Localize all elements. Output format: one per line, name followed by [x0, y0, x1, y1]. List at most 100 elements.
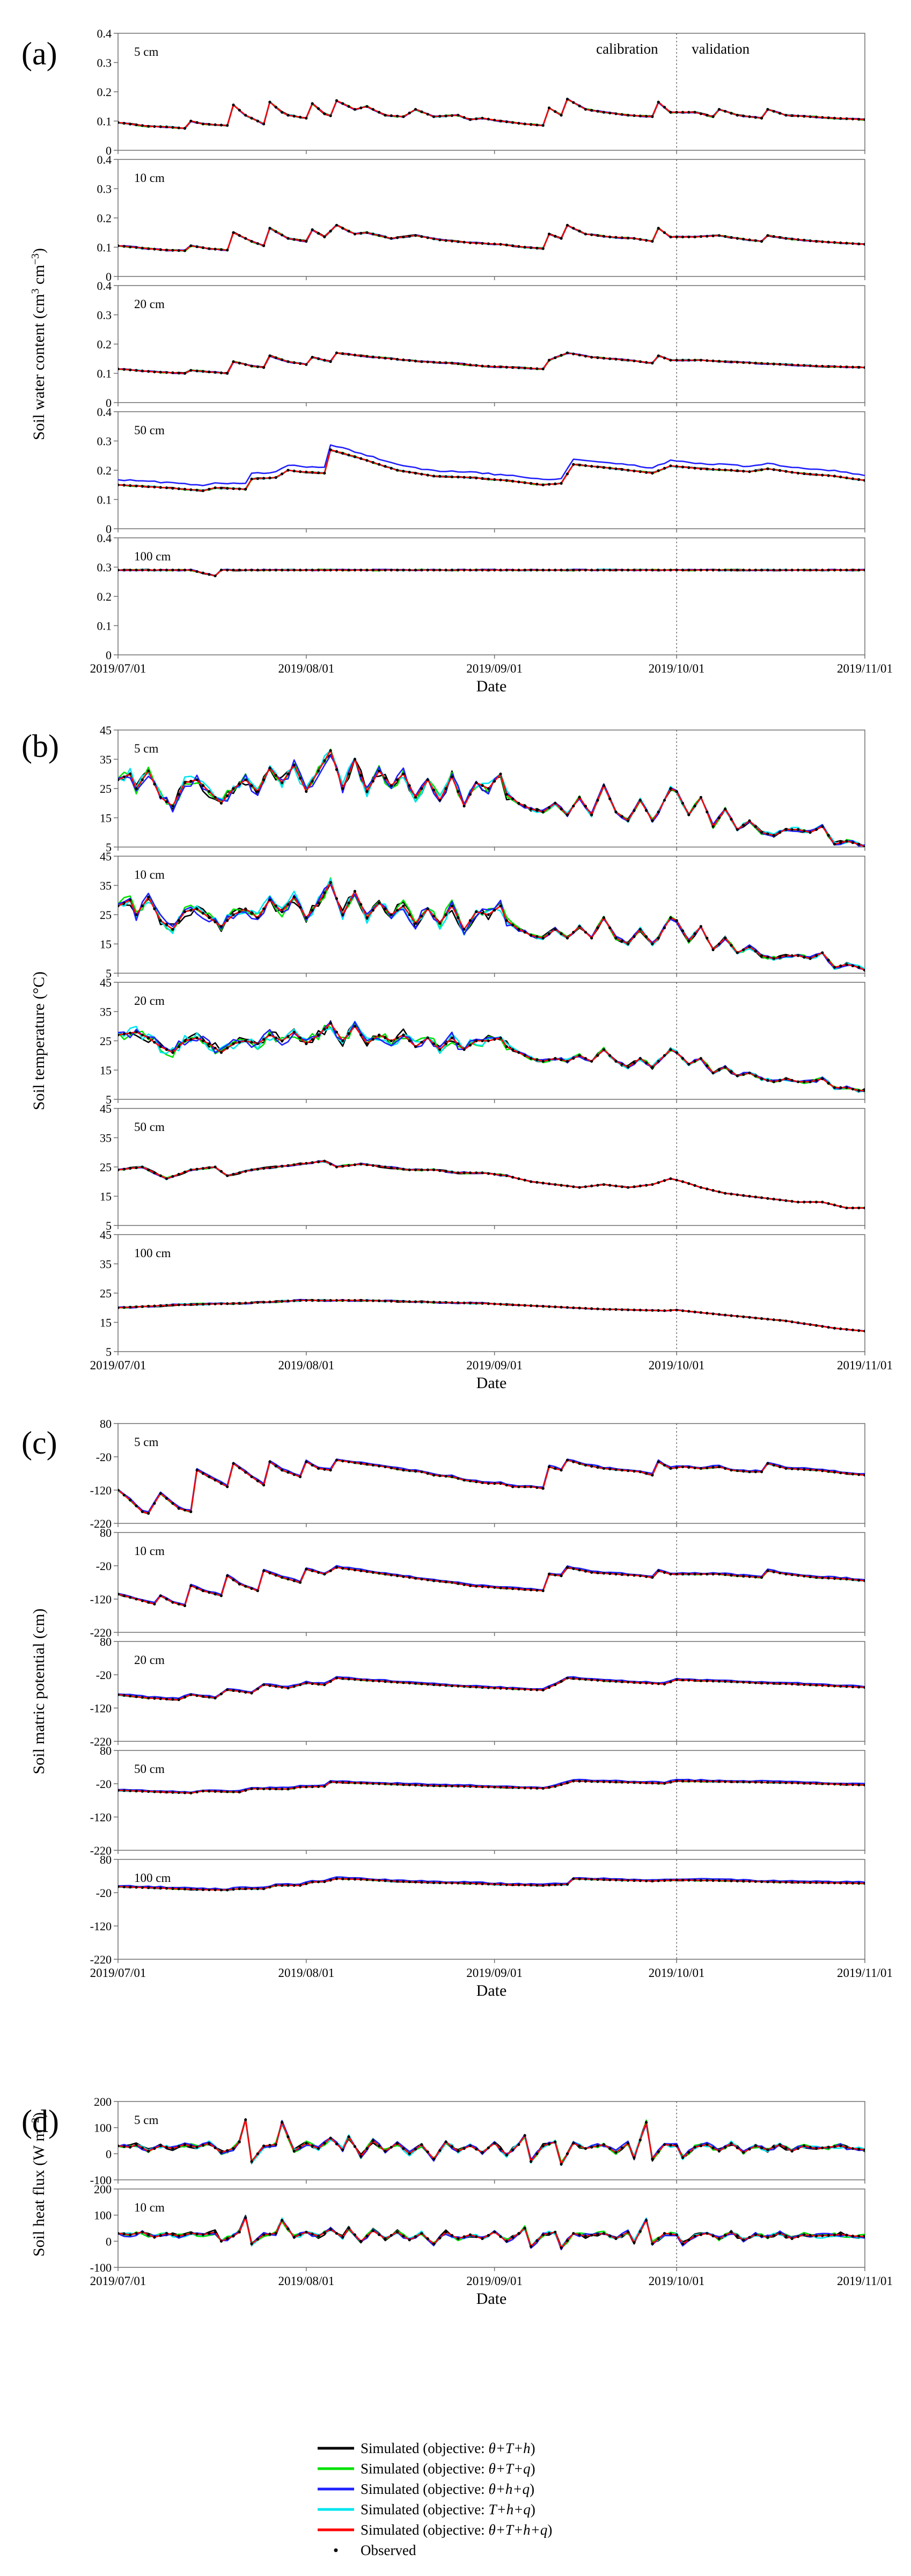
observed-point [517, 2143, 520, 2146]
observed-point [493, 1586, 496, 1589]
observed-point [268, 1571, 271, 1574]
observed-point [796, 568, 800, 572]
observed-point [432, 2242, 436, 2245]
observed-point [851, 2147, 854, 2150]
observed-point [462, 1881, 466, 1885]
observed-point [693, 2146, 696, 2149]
observed-point [717, 234, 721, 237]
observed-point [183, 249, 187, 252]
observed-point [378, 769, 381, 772]
observed-point [706, 2143, 709, 2146]
observed-point [450, 1684, 454, 1688]
observed-point [317, 1785, 320, 1788]
observed-point [371, 779, 374, 783]
observed-point [292, 2236, 296, 2239]
observed-point [487, 364, 490, 368]
observed-point [821, 1576, 824, 1579]
observed-point [201, 571, 204, 574]
observed-point [298, 777, 302, 780]
observed-point [408, 784, 411, 787]
observed-point [814, 1782, 818, 1785]
observed-point [839, 475, 842, 479]
legend-item: Simulated (objective: θ+T+q) [318, 2461, 535, 2477]
observed-point [268, 568, 271, 572]
depth-label: 100 cm [134, 550, 171, 563]
observed-point [189, 1038, 193, 1041]
observed-point [475, 568, 478, 572]
observed-point [238, 487, 241, 491]
observed-point [523, 1304, 526, 1307]
observed-point [602, 1780, 605, 1783]
observed-point [772, 957, 775, 960]
observed-point [602, 1183, 605, 1186]
observed-point [371, 2139, 374, 2142]
observed-point [839, 1577, 842, 1580]
observed-point [311, 471, 314, 474]
observed-point [499, 1586, 502, 1589]
plot-frame [117, 1750, 865, 1851]
observed-point [359, 1462, 363, 1465]
observed-point [663, 1682, 666, 1685]
observed-point [851, 1578, 854, 1581]
observed-point [863, 968, 865, 972]
observed-point [171, 249, 174, 252]
observed-point [530, 1304, 533, 1307]
observed-point [530, 1884, 533, 1887]
observed-point [772, 2234, 775, 2237]
y-tick-label: 0.1 [97, 493, 112, 507]
observed-point [335, 897, 339, 900]
observed-point [833, 2145, 836, 2148]
observed-point [262, 1787, 266, 1791]
observed-point [809, 2234, 812, 2237]
observed-point [208, 1696, 211, 1699]
observed-point [499, 2235, 502, 2238]
observed-point [147, 370, 150, 373]
legend-label: Simulated (objective: θ+T+h) [361, 2440, 535, 2456]
observed-point [530, 568, 533, 572]
observed-point [481, 116, 484, 120]
observed-point [821, 825, 824, 828]
observed-point [814, 568, 818, 572]
observed-point [620, 1063, 623, 1066]
observed-point [760, 2235, 763, 2238]
observed-point [201, 1888, 204, 1891]
observed-point [651, 2242, 654, 2245]
x-tick-label: 2019/09/01 [466, 1966, 523, 1980]
observed-point [256, 1479, 259, 1483]
observed-point [414, 108, 417, 111]
observed-point [256, 568, 259, 572]
observed-point [857, 118, 861, 121]
observed-point [803, 829, 806, 833]
observed-point [305, 1162, 308, 1165]
observed-point [141, 1886, 144, 1889]
observed-point [323, 112, 326, 115]
observed-point [177, 1045, 180, 1048]
observed-point [129, 1789, 132, 1792]
observed-point [796, 1683, 800, 1686]
observed-point [681, 1572, 685, 1576]
observed-point [195, 1587, 199, 1590]
y-tick-label: 5 [106, 1345, 112, 1359]
observed-point [809, 568, 812, 572]
observed-point [505, 1687, 508, 1690]
observed-point [347, 772, 350, 776]
observed-point [638, 1470, 642, 1473]
observed-point [645, 1575, 648, 1578]
observed-point [809, 831, 812, 834]
observed-point [159, 1697, 162, 1701]
observed-point [359, 1878, 363, 1881]
observed-point [584, 1570, 587, 1573]
observed-point [153, 783, 156, 786]
observed-point [608, 466, 612, 470]
observed-point [329, 881, 332, 884]
observed-point [778, 1198, 782, 1201]
observed-point [742, 1780, 745, 1784]
observed-point [560, 1680, 563, 1683]
observed-point [724, 1680, 727, 1683]
observed-point [432, 237, 436, 240]
observed-point [201, 1695, 204, 1698]
observed-point [693, 1679, 696, 1682]
